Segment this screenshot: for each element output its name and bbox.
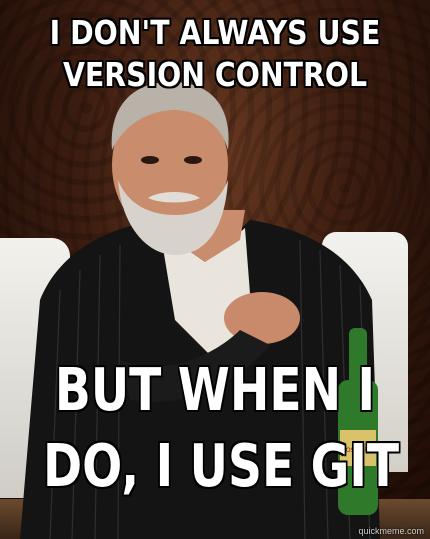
fist bbox=[224, 292, 300, 344]
bottom-caption-line-1: BUT WHEN I bbox=[54, 355, 376, 424]
bottom-caption-line-2: DO, I USE GIT bbox=[43, 431, 400, 500]
eye-right bbox=[184, 156, 202, 164]
bottle-label: DOS EQUIS bbox=[341, 447, 375, 454]
top-caption: I DON'T ALWAYS USE VERSION CONTROL bbox=[30, 12, 400, 96]
top-caption-line-2: VERSION CONTROL bbox=[62, 55, 368, 94]
hair bbox=[111, 81, 229, 150]
watermark: quickmeme.com bbox=[358, 526, 424, 536]
arm bbox=[120, 330, 270, 402]
mustache bbox=[148, 192, 200, 203]
top-caption-line-1: I DON'T ALWAYS USE bbox=[49, 13, 381, 52]
bottle-label-bg bbox=[340, 430, 376, 466]
bottle-neck bbox=[349, 328, 367, 388]
face bbox=[112, 93, 228, 237]
eye-left bbox=[141, 156, 159, 164]
beard bbox=[118, 180, 228, 255]
bottom-caption: BUT WHEN I DO, I USE GIT bbox=[43, 352, 400, 504]
